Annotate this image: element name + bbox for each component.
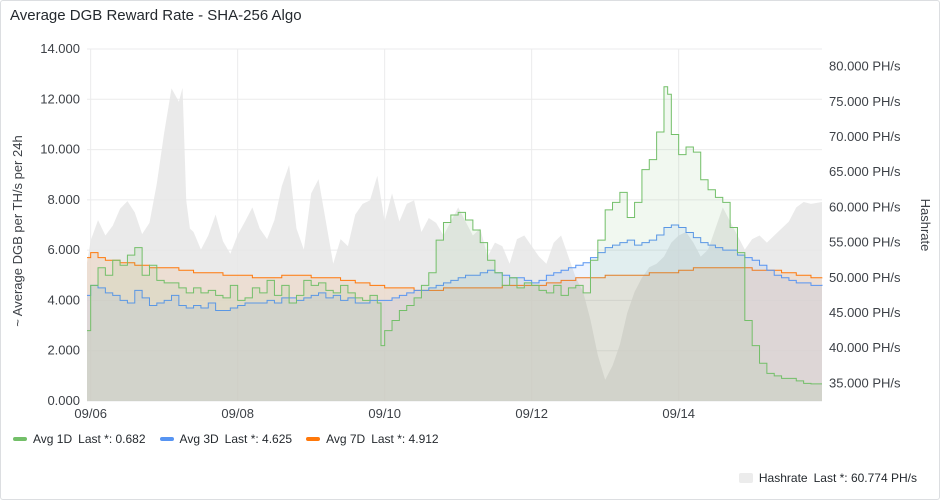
avg3d-area bbox=[87, 225, 822, 401]
legend-item-avg-3d[interactable]: Avg 3D Last *: 4.625 bbox=[159, 432, 293, 446]
y2-tick-label: 70.000 PH/s bbox=[829, 129, 901, 144]
avg-7d-swatch bbox=[306, 437, 321, 441]
right-axis-ticks: 35.000 PH/s 40.000 PH/s 45.000 PH/s 50.000 … bbox=[829, 59, 901, 391]
x-tick-label: 09/08 bbox=[221, 406, 254, 421]
avg-3d-swatch bbox=[159, 437, 174, 441]
x-tick-label: 09/10 bbox=[368, 406, 401, 421]
legend-label-hashrate: Hashrate bbox=[758, 471, 808, 485]
y2-tick-label: 40.000 PH/s bbox=[829, 340, 901, 355]
left-axis-ticks: 0.000 2.000 4.000 6.000 8.000 10.000 12.000 14.… bbox=[40, 41, 80, 408]
chart-svg: 0.000 2.000 4.000 6.000 8.000 10.000 12.000 14.… bbox=[10, 41, 933, 421]
panel-title[interactable]: Average DGB Reward Rate - SHA-256 Algo bbox=[10, 7, 302, 24]
y2-tick-label: 65.000 PH/s bbox=[829, 164, 901, 179]
avg-1d-swatch bbox=[13, 437, 27, 441]
legend-last-avg-7d: Last *: 4.912 bbox=[371, 432, 439, 446]
y-tick-label: 2.000 bbox=[47, 343, 80, 358]
y-tick-label: 12.000 bbox=[40, 91, 80, 106]
hashrate-swatch bbox=[738, 473, 753, 483]
legend: Avg 1D Last *: 0.682 Avg 3D Last *: 4.62… bbox=[13, 432, 439, 446]
y-tick-label: 8.000 bbox=[47, 192, 80, 207]
y-axis-label: ~ Average DGB per TH/s per 24h bbox=[10, 135, 25, 326]
hashrate-area bbox=[87, 87, 822, 401]
legend-label-avg-1d: Avg 1D bbox=[33, 432, 73, 446]
avg1d-area bbox=[87, 86, 822, 401]
y-tick-label: 14.000 bbox=[40, 41, 80, 56]
y-tick-label: 4.000 bbox=[47, 292, 80, 307]
y2-tick-label: 50.000 PH/s bbox=[829, 270, 901, 285]
legend-last-hashrate: Last *: 60.774 PH/s bbox=[813, 471, 917, 485]
y2-tick-label: 60.000 PH/s bbox=[829, 199, 901, 214]
y-tick-label: 6.000 bbox=[47, 242, 80, 257]
y-tick-label: 10.000 bbox=[40, 142, 80, 157]
avg1d-line bbox=[87, 86, 822, 385]
legend-item-avg-7d[interactable]: Avg 7D Last *: 4.912 bbox=[306, 432, 439, 446]
y2-tick-label: 80.000 PH/s bbox=[829, 59, 901, 74]
legend-last-avg-3d: Last *: 4.625 bbox=[224, 432, 293, 446]
x-axis-ticks: 09/06 09/08 09/10 09/12 09/14 bbox=[74, 406, 695, 421]
x-tick-label: 09/06 bbox=[74, 406, 107, 421]
legend-label-avg-3d: Avg 3D bbox=[179, 432, 219, 446]
x-tick-label: 09/14 bbox=[662, 406, 695, 421]
hashrate-series bbox=[87, 87, 822, 401]
legend-last-avg-1d: Last *: 0.682 bbox=[78, 432, 146, 446]
y2-tick-label: 75.000 PH/s bbox=[829, 94, 901, 109]
legend-item-avg-1d[interactable]: Avg 1D Last *: 0.682 bbox=[13, 432, 146, 446]
x-tick-label: 09/12 bbox=[515, 406, 548, 421]
avg7d-area bbox=[87, 252, 822, 401]
y2-tick-label: 45.000 PH/s bbox=[829, 305, 901, 320]
reward-series bbox=[87, 86, 823, 401]
avg3d-line bbox=[87, 224, 823, 311]
y-tick-label: 0.000 bbox=[47, 393, 80, 408]
legend-label-avg-7d: Avg 7D bbox=[326, 432, 366, 446]
y2-tick-label: 55.000 PH/s bbox=[829, 235, 901, 250]
y2-tick-label: 35.000 PH/s bbox=[829, 375, 901, 390]
legend-item-hashrate[interactable]: Hashrate Last *: 60.774 PH/s bbox=[738, 471, 917, 485]
y2-axis-label: Hashrate bbox=[918, 199, 933, 252]
